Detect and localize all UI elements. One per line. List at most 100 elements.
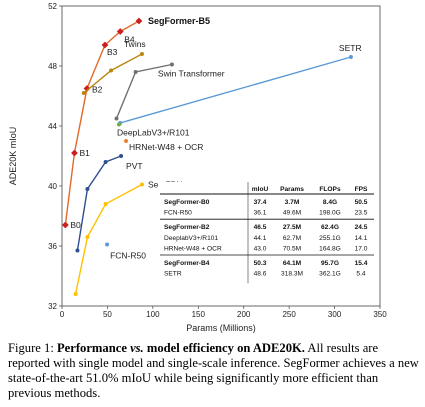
x-tick-label: 0 [60, 310, 65, 319]
table-cell: 44.1 [254, 235, 267, 242]
table-header: FLOPs [319, 186, 341, 193]
table-cell: 8.4G [323, 199, 337, 206]
y-tick-label: 32 [48, 302, 57, 311]
point-label: Twins [124, 39, 146, 49]
series-fcn-r50: FCN-R50 [105, 243, 146, 261]
x-tick-label: 200 [237, 310, 251, 319]
table-row: SegFormer-B2 46.5 27.5M 62.4G 24.5 [164, 224, 368, 231]
table-background [158, 182, 376, 283]
data-point [85, 235, 89, 239]
series-deeplabv3-r101: DeepLabV3+/R101 [117, 123, 190, 138]
x-tick-label: 250 [282, 310, 296, 319]
table-cell: 46.5 [254, 224, 267, 231]
point-label: DeepLabV3+/R101 [117, 128, 190, 138]
data-point [140, 183, 144, 187]
x-tick-label: 300 [328, 310, 342, 319]
table-cell: 36.1 [254, 210, 267, 217]
table-cell: 5.4 [356, 271, 365, 278]
data-point [62, 222, 69, 229]
y-tick-label: 48 [48, 62, 57, 71]
data-point [134, 70, 138, 74]
series-hrnet-w48-ocr: HRNet-W48 + OCR [124, 139, 203, 152]
table-cell: 255.1G [319, 235, 341, 242]
table-cell: 50.3 [254, 260, 267, 267]
data-point [124, 139, 128, 143]
table-cell: SegFormer-B2 [164, 224, 210, 231]
table-cell: 15.4 [355, 260, 368, 267]
series-setr: SETR [118, 43, 361, 125]
caption-prefix: Figure 1: [8, 341, 57, 355]
caption-bold-b: model efficiency on ADE20K. [144, 341, 305, 355]
x-tick-label: 350 [373, 310, 387, 319]
table-cell: 49.6M [283, 210, 301, 217]
table-cell: HRNet-W48 + OCR [164, 245, 222, 252]
figure-caption: Figure 1: Performance vs. model efficien… [8, 341, 420, 401]
point-label: B1 [79, 148, 90, 158]
x-tick-label: 100 [146, 310, 160, 319]
table-cell: 164.8G [319, 245, 341, 252]
performance-figure: 0 50 100 150 200 250 300 350 32 36 40 44 48 52 Params … [0, 0, 425, 340]
table-cell: 14.1 [355, 235, 368, 242]
data-point [75, 249, 79, 253]
table-header: Params [280, 186, 304, 193]
table-cell: 37.4 [254, 199, 267, 206]
table-cell: 64.1M [283, 260, 302, 267]
caption-vs: vs. [130, 341, 144, 355]
y-tick-label: 36 [48, 242, 57, 251]
table-cell: DeeplabV3+/R101 [164, 235, 218, 242]
x-tick-label: 50 [103, 310, 112, 319]
data-point [104, 202, 108, 206]
table-cell: 62.4G [321, 224, 339, 231]
series-swin-transformer: Swin Transformer [115, 63, 225, 121]
point-label: SETR [339, 43, 362, 53]
table-cell: 24.5 [355, 224, 368, 231]
data-point [109, 69, 113, 73]
table-cell: 27.5M [283, 224, 302, 231]
series-line [65, 21, 139, 225]
table-cell: 62.7M [283, 235, 301, 242]
table-cell: 17.0 [355, 245, 368, 252]
data-point [104, 160, 108, 164]
table-cell: 198.0G [319, 210, 341, 217]
comparison-table: mIoU Params FLOPs FPSSegFormer-B0 37.4 3.7M 8.… [158, 182, 376, 283]
data-point [71, 150, 78, 157]
table-row: DeeplabV3+/R101 44.1 62.7M 255.1G 14.1 [164, 235, 368, 242]
point-label: PVT [126, 161, 143, 171]
table-cell: 50.5 [355, 199, 368, 206]
point-label: B3 [107, 47, 118, 57]
series-pvt: PVT [75, 154, 142, 253]
data-point [140, 52, 144, 56]
point-label: B2 [92, 85, 103, 95]
series-line [120, 57, 351, 123]
table-cell: 43.0 [254, 245, 267, 252]
data-point [349, 55, 353, 59]
caption-bold-a: Performance [57, 341, 130, 355]
data-point [74, 292, 78, 296]
table-row: HRNet-W48 + OCR 43.0 70.5M 164.8G 17.0 [164, 245, 368, 252]
plot-axes: 0 50 100 150 200 250 300 350 32 36 40 44 48 52 Params … [8, 2, 387, 333]
table-row: SegFormer-B4 50.3 64.1M 95.7G 15.4 [164, 260, 368, 267]
table-cell: 23.5 [355, 210, 368, 217]
x-tick-label: 150 [192, 310, 206, 319]
point-label: B0 [70, 220, 81, 230]
table-header: mIoU [252, 186, 269, 193]
table-cell: 362.1G [319, 271, 341, 278]
y-tick-label: 52 [48, 2, 57, 11]
x-axis-label: Params (Millions) [186, 323, 256, 333]
data-point [82, 91, 86, 95]
table-cell: 95.7G [321, 260, 339, 267]
table-cell: SegFormer-B4 [164, 260, 210, 267]
point-label: FCN-R50 [110, 251, 146, 261]
data-point [115, 117, 119, 121]
y-axis-label: ADE20K mIoU [8, 127, 18, 186]
y-tick-label: 40 [48, 182, 57, 191]
table-header: FPS [355, 186, 368, 193]
data-point [170, 63, 174, 67]
data-point [85, 187, 89, 191]
data-point [105, 243, 109, 247]
data-point [119, 154, 123, 158]
point-label: Swin Transformer [158, 69, 225, 79]
data-point [117, 123, 121, 127]
y-tick-label: 44 [48, 122, 57, 131]
data-point [136, 18, 143, 25]
